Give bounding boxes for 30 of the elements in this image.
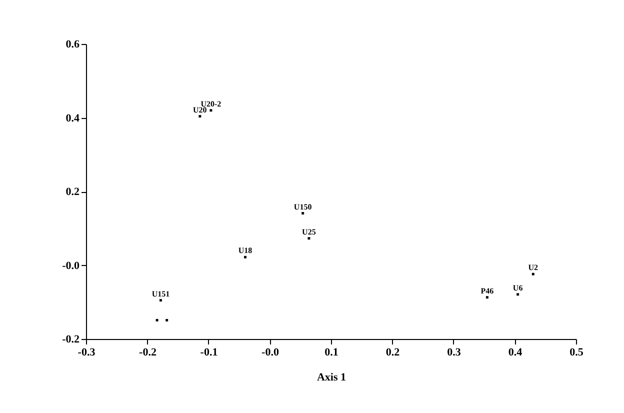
data-label: U2 [528, 263, 538, 272]
y-tick-label: 0.2 [66, 186, 80, 198]
y-tick-label: 0.4 [66, 112, 80, 124]
point [156, 318, 158, 322]
data-label: U25 [302, 227, 316, 236]
x-tick-label: 0.3 [447, 346, 462, 358]
point [486, 296, 488, 299]
x-tick-label: 0.1 [324, 346, 338, 358]
data-label: U151 [152, 289, 170, 298]
x-tick-label: -0.1 [200, 346, 218, 358]
x-tick-label: -0.2 [139, 346, 157, 358]
point [532, 272, 534, 276]
y-tick-label: -0.0 [62, 260, 80, 272]
data-label: U20-2 [200, 99, 222, 108]
x-tick-label: 0.5 [570, 346, 584, 358]
x-axis-title: Axis 1 [316, 372, 346, 384]
point [210, 109, 212, 112]
x-tick-label: -0.0 [262, 346, 280, 358]
point [166, 318, 168, 322]
y-tick-label: -0.2 [62, 334, 80, 346]
data-label: U150 [294, 202, 312, 212]
data-label: U6 [512, 283, 523, 292]
x-tick-label: -0.3 [78, 346, 96, 358]
data-label: U18 [238, 246, 252, 256]
point [516, 293, 520, 296]
x-tick-label: 0.4 [508, 346, 523, 358]
y-tick-label: 0.6 [66, 38, 80, 50]
point [308, 237, 310, 240]
data-label: P46 [480, 286, 494, 296]
x-tick-label: 0.2 [386, 346, 400, 358]
